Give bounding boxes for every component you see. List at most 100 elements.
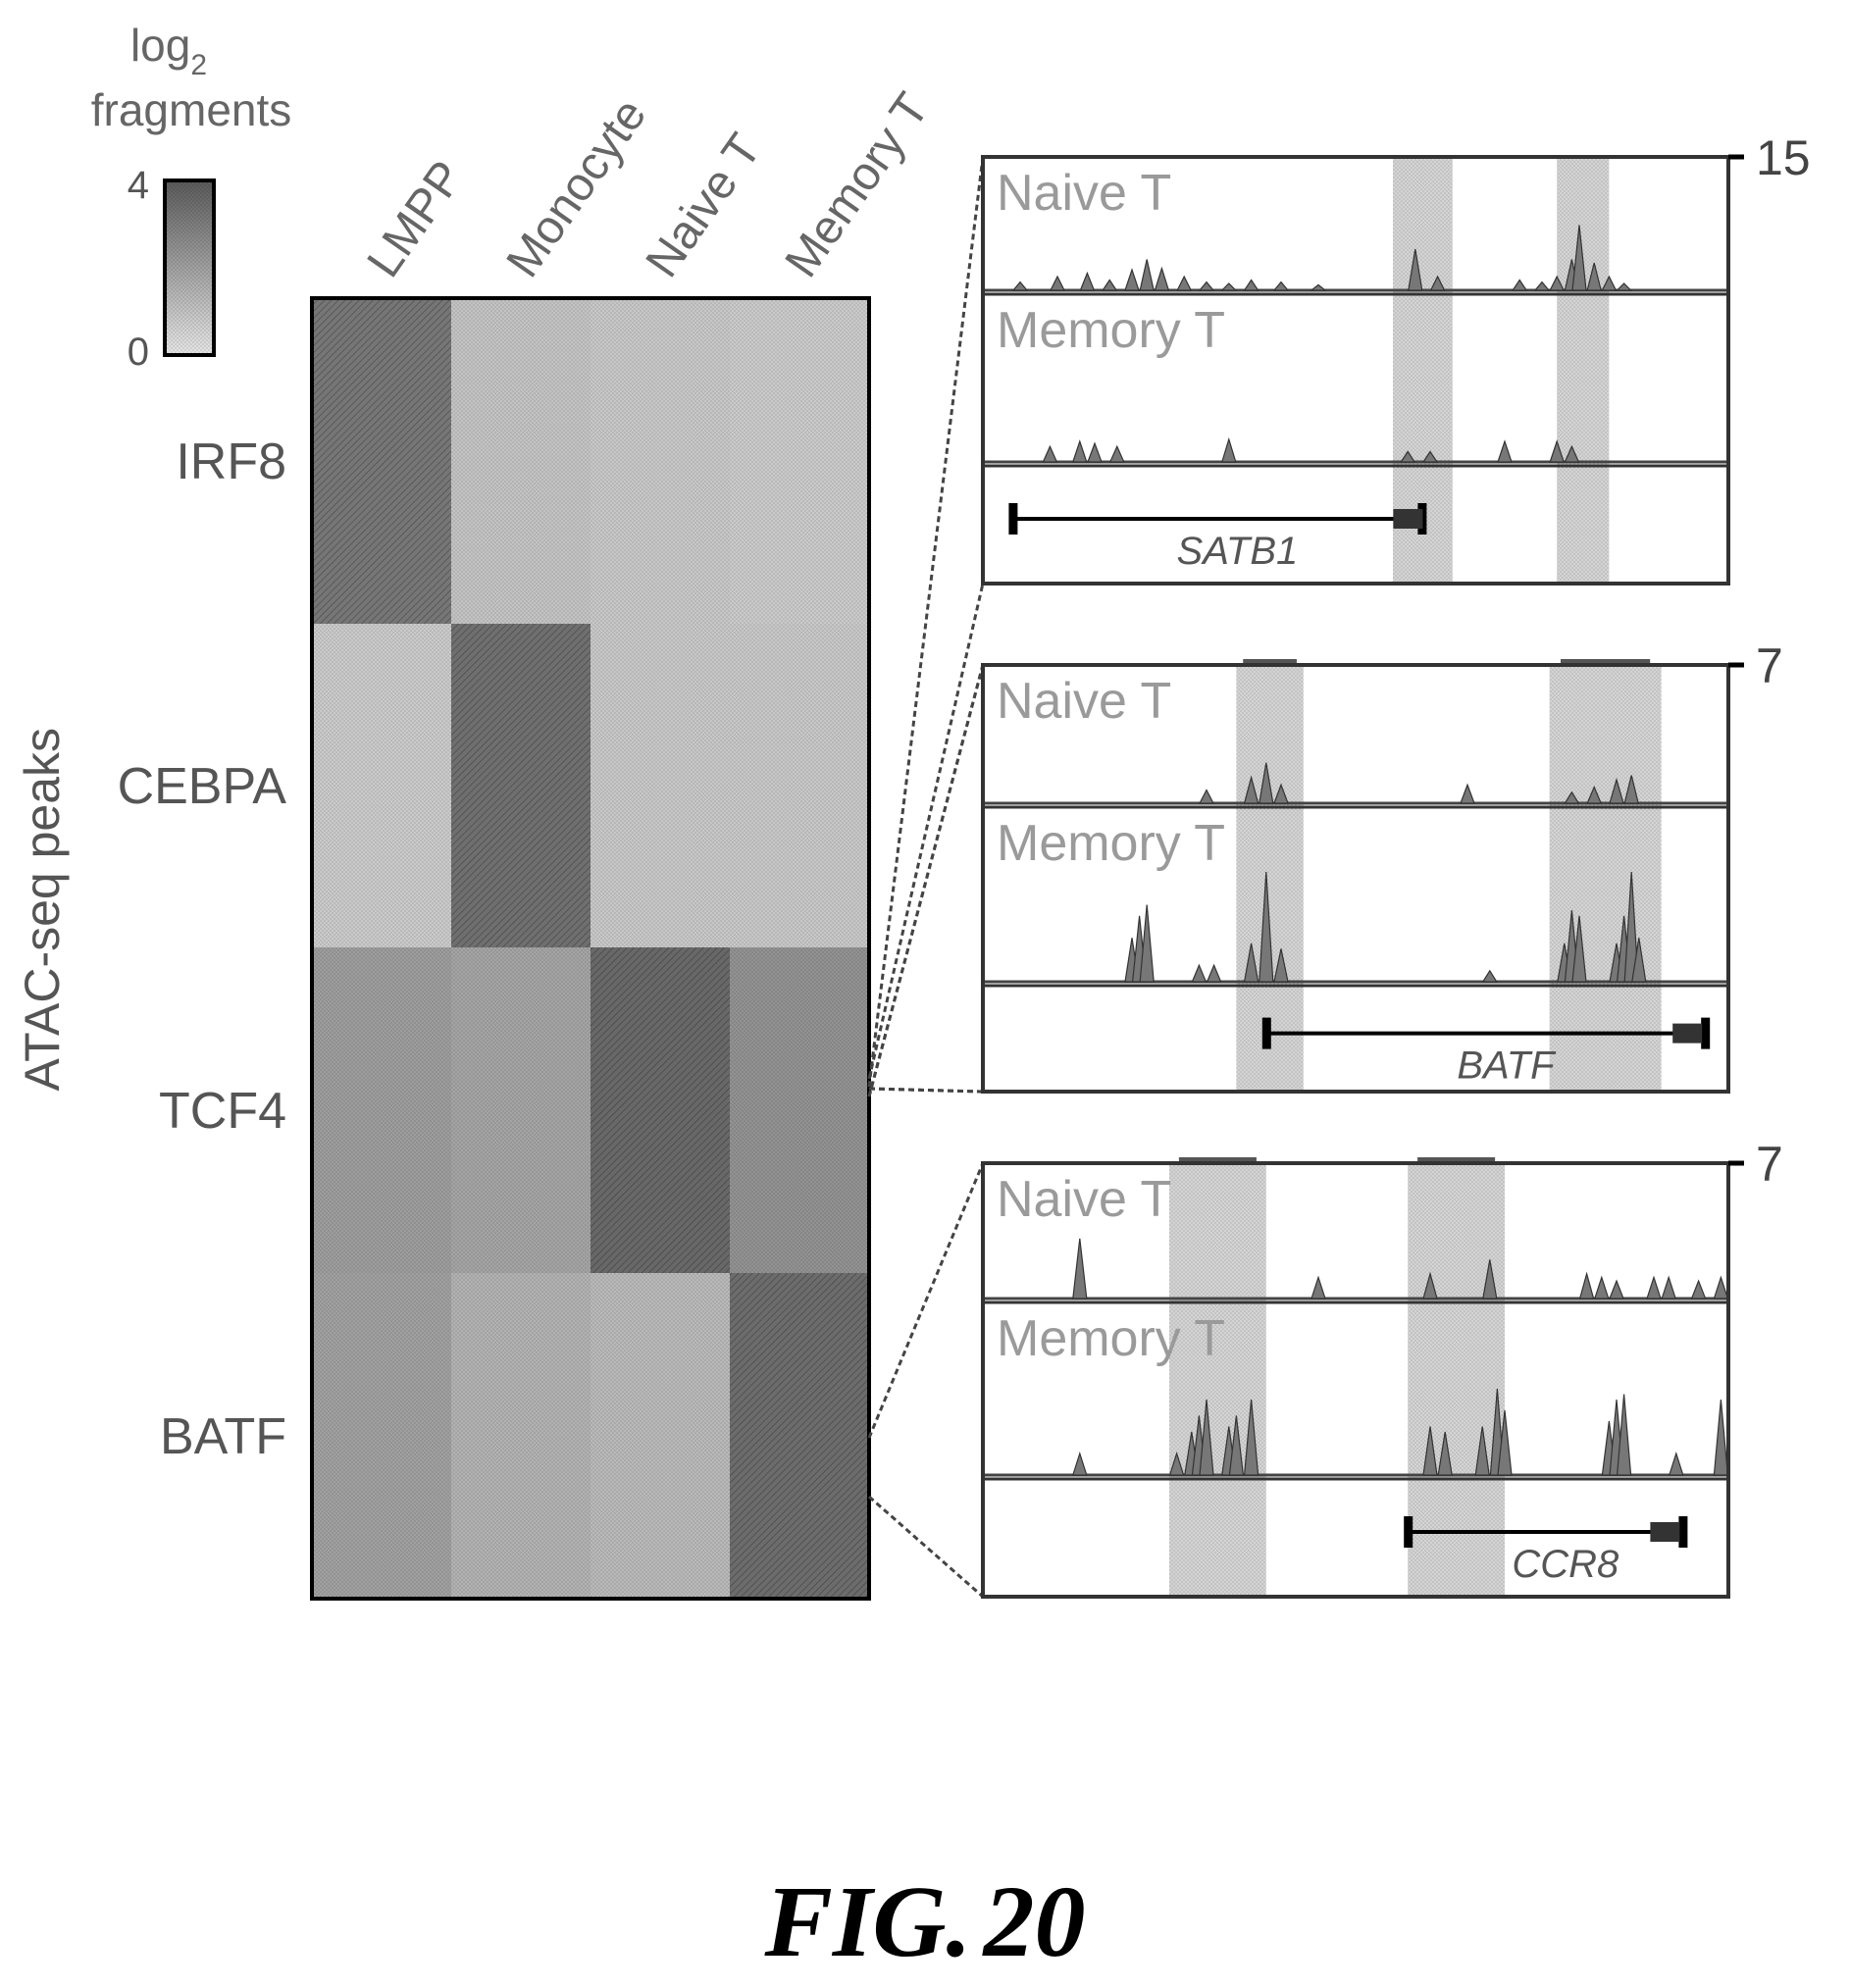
signal-peak xyxy=(1564,790,1580,804)
signal-peak xyxy=(1243,943,1259,983)
signal-peak xyxy=(1243,1399,1259,1476)
track-label-memory-t: Memory T xyxy=(997,815,1225,872)
genome-track-panels: Naive T Memory T SATB1 15 Naive T Memory T BAT… xyxy=(981,130,1811,1599)
connector-line xyxy=(867,664,985,1097)
colorbar-title-subscript: 2 xyxy=(190,49,207,81)
gene-start-tick xyxy=(1261,1017,1271,1049)
track-panel-ccr8: Naive T Memory T CCR8 7 xyxy=(981,1137,1783,1599)
ymax-label: 15 xyxy=(1756,130,1811,185)
heatmap-cell-texture-tcf4-naive-t xyxy=(591,947,730,1273)
signal-peak xyxy=(1623,775,1639,804)
track-label-memory-t: Memory T xyxy=(997,302,1225,359)
signal-peak xyxy=(1168,1452,1185,1476)
connector-line xyxy=(867,1162,985,1439)
row-label-irf8: IRF8 xyxy=(176,433,286,490)
heatmap-cell-texture-tcf4-lmpp xyxy=(312,947,451,1273)
heatmap-cell-texture-batf-memory-t xyxy=(730,1273,869,1599)
signal-peak xyxy=(1176,275,1193,291)
track-label-naive-t: Naive T xyxy=(997,1171,1171,1228)
gene-name-satb1: SATB1 xyxy=(1177,530,1299,573)
signal-peak xyxy=(1564,444,1580,463)
signal-peak xyxy=(1571,915,1587,983)
zoom-connectors xyxy=(867,156,985,1599)
signal-peak xyxy=(1198,280,1215,291)
signal-peak xyxy=(1042,444,1058,463)
signal-peak xyxy=(1616,1394,1632,1476)
signal-peak xyxy=(1139,904,1155,983)
signal-peak xyxy=(1071,1452,1088,1476)
signal-peak xyxy=(1199,789,1214,804)
signal-peak xyxy=(1199,1399,1214,1476)
ymax-label: 7 xyxy=(1756,1137,1783,1192)
signal-peak xyxy=(1533,280,1551,291)
signal-peak xyxy=(1072,1238,1088,1300)
colorbar-title-log: log2 xyxy=(130,20,207,81)
colorbar-max-label: 4 xyxy=(128,164,149,207)
gene-name-batf: BATF xyxy=(1457,1045,1557,1088)
heatmap-border xyxy=(310,296,871,1601)
signal-peak xyxy=(1154,266,1170,291)
signal-peak xyxy=(1601,275,1618,291)
signal-peak xyxy=(1273,783,1289,804)
signal-peak xyxy=(1609,1279,1624,1300)
figure-caption: FIG. 20 xyxy=(0,1863,1850,1980)
signal-peak xyxy=(1578,1271,1595,1300)
signal-peak xyxy=(1549,439,1566,463)
signal-peak xyxy=(1661,1275,1677,1300)
signal-peak xyxy=(1108,444,1125,463)
signal-peak xyxy=(1191,963,1208,983)
heatmap-cell-texture-cebpa-lmpp xyxy=(312,624,451,947)
signal-peak xyxy=(1206,963,1222,983)
signal-peak xyxy=(1586,785,1603,804)
signal-peak xyxy=(1646,1275,1662,1300)
signal-peak xyxy=(1050,275,1065,291)
signal-peak xyxy=(1400,450,1416,463)
connector-line xyxy=(868,1495,984,1599)
signal-peak xyxy=(1497,439,1513,463)
track-label-naive-t: Naive T xyxy=(997,165,1171,222)
signal-peak xyxy=(1071,439,1088,463)
panel-border xyxy=(981,663,1730,1094)
gene-start-tick xyxy=(1404,1516,1413,1548)
signal-peak xyxy=(1497,1409,1513,1476)
panel-border xyxy=(981,1161,1730,1599)
signal-peak xyxy=(1512,279,1528,291)
signal-peak xyxy=(1482,1259,1498,1300)
heatmap-cell-texture-batf-monocyte xyxy=(451,1273,591,1599)
signal-peak xyxy=(1220,436,1237,463)
highlight-region-texture xyxy=(1408,1163,1505,1597)
signal-peak xyxy=(1713,1399,1729,1476)
signal-peak xyxy=(1460,783,1475,804)
column-label-lmpp: LMPP xyxy=(358,152,474,286)
signal-peak xyxy=(1481,969,1498,983)
colorbar-title-fragments: fragments xyxy=(91,84,292,135)
signal-peak xyxy=(1220,282,1238,291)
column-label-monocyte: Monocyte xyxy=(497,89,657,286)
signal-peak xyxy=(1087,441,1103,463)
signal-peak xyxy=(1616,282,1633,291)
signal-peak xyxy=(1228,1415,1245,1476)
highlight-region-texture xyxy=(1169,1163,1266,1597)
heatmap-cell-texture-tcf4-monocyte xyxy=(451,947,591,1273)
highlight-region-texture xyxy=(1549,665,1662,1092)
signal-peak xyxy=(1422,1271,1438,1300)
row-label-tcf4: TCF4 xyxy=(159,1083,286,1140)
gene-start-tick xyxy=(1008,503,1018,535)
signal-peak xyxy=(1631,938,1647,983)
signal-peak xyxy=(1609,777,1624,804)
gene-exon-block xyxy=(1393,509,1423,529)
heatmap-cell-texture-irf8-lmpp xyxy=(312,298,451,624)
signal-peak xyxy=(1243,775,1259,804)
figure-number: 20 xyxy=(983,1865,1086,1978)
connector-line xyxy=(868,1087,984,1094)
track-panel-satb1: Naive T Memory T SATB1 15 xyxy=(981,130,1811,586)
heatmap-cell-texture-tcf4-memory-t xyxy=(730,947,869,1273)
gene-exon-block xyxy=(1650,1522,1680,1542)
signal-peak xyxy=(1437,1431,1453,1476)
row-label-batf: BATF xyxy=(160,1408,286,1465)
y-axis-label: ATAC-seq peaks xyxy=(15,728,70,1092)
heatmap-cell-texture-cebpa-monocyte xyxy=(451,624,591,947)
